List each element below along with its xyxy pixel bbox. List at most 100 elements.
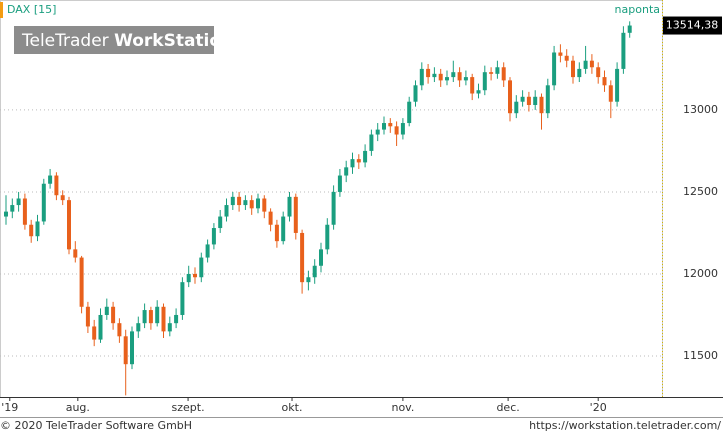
candle-body xyxy=(79,257,84,307)
y-tick-label: 12000 xyxy=(683,267,718,280)
candle-body xyxy=(489,72,494,74)
candle-body xyxy=(615,68,620,102)
candle-body xyxy=(92,326,97,340)
candle-body xyxy=(476,90,481,94)
candle-body xyxy=(300,232,305,283)
candle-body xyxy=(123,336,128,365)
copyright: © 2020 TeleTrader Software GmbH xyxy=(0,419,192,432)
logo-bg xyxy=(14,26,214,54)
candle-body xyxy=(375,129,380,135)
candle-body xyxy=(161,306,166,332)
candle-body xyxy=(48,175,53,184)
candle-body xyxy=(564,55,569,61)
candle-body xyxy=(552,52,557,86)
logo: TeleTrader WorkStation xyxy=(21,31,233,51)
candle-body xyxy=(306,277,311,283)
candle-body xyxy=(142,310,147,324)
x-tick-label: dec. xyxy=(496,401,519,414)
candle-body xyxy=(545,85,550,114)
candle-body xyxy=(388,123,393,127)
candle-body xyxy=(627,25,632,33)
candle-body xyxy=(501,67,506,81)
candle-body xyxy=(98,314,103,340)
candle-body xyxy=(325,224,330,250)
candle-body xyxy=(571,60,575,78)
candle-body xyxy=(205,244,210,258)
logo-part: WorkStation xyxy=(114,31,233,51)
symbol-marker xyxy=(0,2,3,18)
candle-body xyxy=(445,77,449,81)
candle-body xyxy=(237,196,242,206)
candle-body xyxy=(274,224,279,242)
candle-body xyxy=(218,216,223,229)
candle-body xyxy=(199,257,204,278)
candle-body xyxy=(193,273,197,278)
candle-body xyxy=(382,123,386,130)
candle-body xyxy=(4,211,8,217)
candle-body xyxy=(369,134,374,151)
candle-body xyxy=(117,323,122,337)
candle-body xyxy=(457,72,462,81)
candle-body xyxy=(104,306,109,315)
candle-body xyxy=(16,198,21,206)
candle-body xyxy=(293,196,298,233)
symbol-title: DAX [15] xyxy=(7,3,56,16)
candle-body xyxy=(400,123,405,135)
candle-body xyxy=(470,77,475,94)
candle-body xyxy=(520,96,525,102)
candle-body xyxy=(482,72,487,91)
candle-body xyxy=(287,196,292,217)
candle-body xyxy=(180,282,185,315)
last-price-box xyxy=(663,16,722,35)
candle-body xyxy=(41,183,46,222)
candle-body xyxy=(130,331,134,365)
x-tick-label: okt. xyxy=(282,401,303,414)
candle-body xyxy=(211,228,216,245)
candle-body xyxy=(54,175,59,196)
y-tick-label: 11500 xyxy=(683,349,718,362)
candle-body xyxy=(514,101,519,114)
candle-body xyxy=(67,200,71,250)
candle-body xyxy=(85,306,90,327)
candle-body xyxy=(407,101,412,124)
candle-body xyxy=(337,175,342,192)
candle-body xyxy=(463,77,468,81)
y-tick-label: 13000 xyxy=(683,103,718,116)
candle-body xyxy=(60,195,65,201)
candle-body xyxy=(583,60,588,69)
candle-body xyxy=(312,265,317,278)
candle-body xyxy=(174,314,179,324)
candle-body xyxy=(155,306,160,324)
candle-body xyxy=(148,310,153,324)
logo-part: TeleTrader xyxy=(21,31,114,51)
candle-body xyxy=(230,196,235,206)
candle-body xyxy=(262,198,267,212)
candle-body xyxy=(350,159,355,168)
candle-body xyxy=(438,73,443,81)
candle-body xyxy=(621,32,626,69)
candle-body xyxy=(29,224,34,237)
candle-body xyxy=(224,205,229,217)
url: https://workstation.teletrader.com/ xyxy=(529,419,721,432)
candle-body xyxy=(526,96,531,105)
candle-body xyxy=(356,159,361,163)
x-tick-label: aug. xyxy=(66,401,90,414)
candle-body xyxy=(268,211,273,225)
candle-body xyxy=(589,60,594,68)
candle-body xyxy=(331,191,336,225)
candle-body xyxy=(186,273,191,283)
candle-body xyxy=(167,323,172,332)
candle-body xyxy=(363,150,368,163)
last-price-label: 13514,38 xyxy=(666,19,719,32)
candle-body xyxy=(602,77,607,86)
candle-body xyxy=(596,67,601,78)
candle-body xyxy=(419,68,424,86)
candle-body xyxy=(394,126,399,135)
x-tick-label: nov. xyxy=(391,401,414,414)
candle-body xyxy=(281,216,286,242)
interval-label: naponta xyxy=(615,3,660,16)
candle-body xyxy=(111,306,116,324)
candle-body xyxy=(426,68,431,78)
